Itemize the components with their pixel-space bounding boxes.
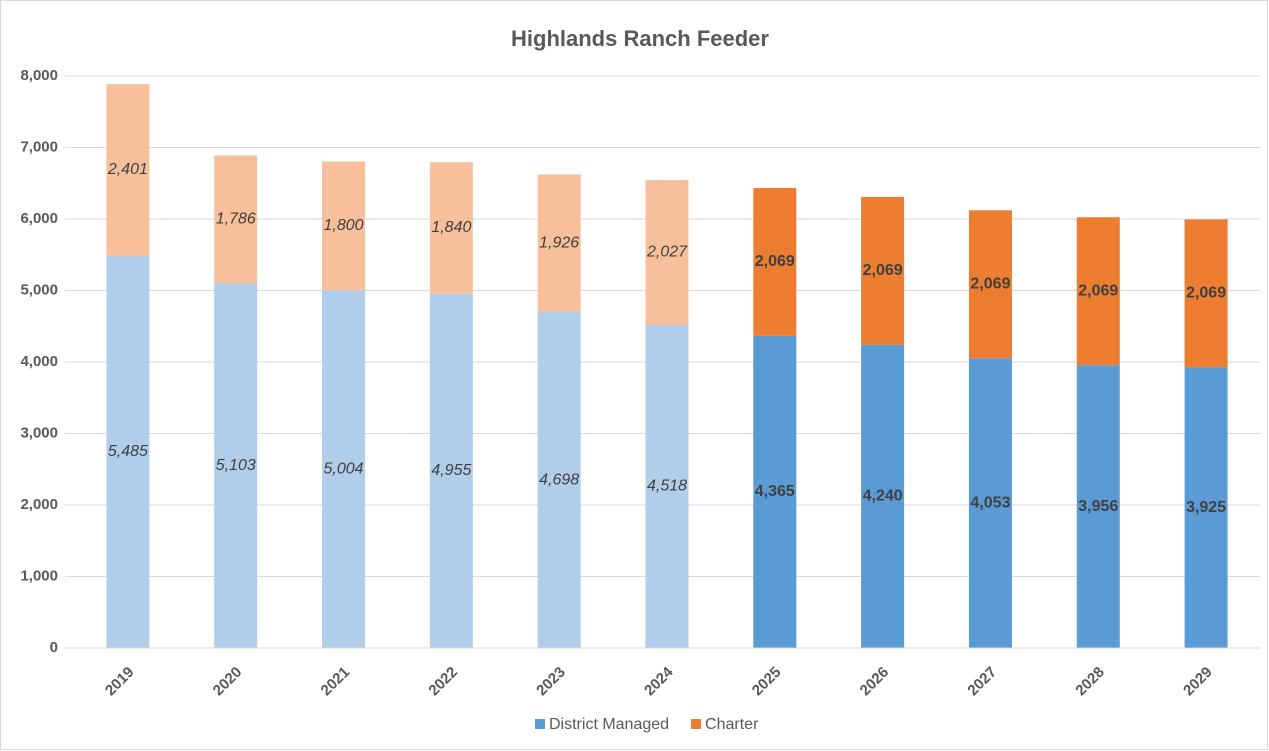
- bar-segment: [322, 290, 366, 648]
- y-tick-label: 8,000: [20, 67, 58, 84]
- value-label: 3,925: [1186, 499, 1226, 516]
- y-tick-label: 1,000: [20, 567, 58, 584]
- bar-segment: [214, 283, 258, 648]
- legend-swatch: [691, 719, 702, 729]
- bar-segment: [537, 174, 581, 313]
- bar-segment: [1184, 219, 1228, 368]
- value-label: 2,027: [646, 244, 688, 261]
- value-label: 5,103: [216, 457, 256, 474]
- bar-segment: [214, 155, 258, 284]
- value-label: 1,800: [324, 217, 364, 234]
- value-label: 2,069: [970, 275, 1010, 292]
- value-label: 4,053: [970, 494, 1010, 511]
- value-label: 1,786: [216, 211, 256, 228]
- value-label: 2,401: [107, 161, 148, 178]
- bar-segment: [429, 293, 473, 648]
- value-label: 4,240: [863, 488, 903, 505]
- y-tick-label: 3,000: [20, 424, 58, 441]
- bar-segment: [645, 180, 689, 325]
- value-label: 3,956: [1078, 498, 1118, 515]
- bar-segment: [968, 358, 1012, 648]
- bar-segment: [106, 84, 150, 256]
- legend-label: Charter: [705, 716, 759, 733]
- value-label: 2,069: [755, 253, 795, 270]
- y-tick-label: 6,000: [20, 210, 58, 227]
- y-tick-label: 7,000: [20, 138, 58, 155]
- bar-segment: [861, 344, 905, 648]
- bar-segment: [645, 324, 689, 648]
- y-tick-label: 0: [50, 639, 58, 656]
- bar-segment: [1076, 365, 1120, 648]
- bar-segment: [861, 196, 905, 345]
- legend-swatch: [535, 719, 545, 729]
- y-tick-label: 2,000: [20, 496, 58, 513]
- bar-segment: [968, 210, 1012, 359]
- value-label: 1,926: [539, 234, 579, 251]
- value-label: 4,518: [647, 478, 687, 495]
- value-label: 4,365: [755, 483, 795, 500]
- value-label: 2,069: [863, 262, 903, 279]
- chart-title: Highlands Ranch Feeder: [511, 26, 769, 51]
- bar-segment: [1184, 367, 1228, 648]
- bar-segment: [429, 162, 473, 294]
- bar-segment: [1076, 217, 1120, 366]
- value-label: 2,069: [1186, 285, 1226, 302]
- y-tick-label: 5,000: [20, 281, 58, 298]
- value-label: 5,004: [324, 460, 364, 477]
- bar-segment: [753, 187, 797, 336]
- value-label: 2,069: [1078, 282, 1118, 299]
- bar-segment: [322, 161, 366, 291]
- value-label: 5,485: [108, 443, 148, 460]
- bar-segment: [753, 335, 797, 648]
- value-label: 4,955: [431, 462, 471, 479]
- bar-segment: [537, 312, 581, 648]
- y-tick-label: 4,000: [20, 353, 58, 370]
- value-label: 1,840: [431, 219, 471, 236]
- legend-label: District Managed: [549, 716, 669, 733]
- value-label: 4,698: [539, 471, 579, 488]
- bar-segment: [106, 255, 150, 648]
